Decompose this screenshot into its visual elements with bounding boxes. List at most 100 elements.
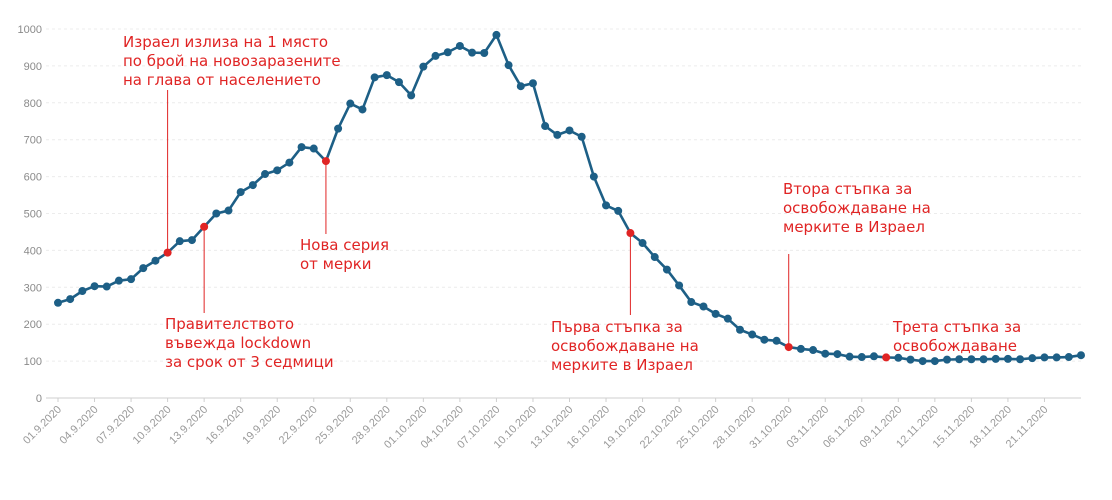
data-point xyxy=(821,349,830,358)
x-tick-label: 16.9.2020 xyxy=(204,404,247,447)
data-point xyxy=(443,48,452,57)
data-point xyxy=(565,126,574,135)
annotation-leader-lines xyxy=(167,90,790,348)
data-point xyxy=(857,353,866,362)
data-point xyxy=(687,298,696,307)
data-point xyxy=(675,281,684,290)
y-tick-label: 400 xyxy=(24,245,42,257)
x-tick-label: 07.9.2020 xyxy=(94,404,137,447)
annotation-line: освобождаване на xyxy=(551,337,699,355)
data-point xyxy=(918,357,927,366)
data-point xyxy=(419,62,428,71)
x-axis: 01.9.202004.9.202007.9.202010.9.202013.9… xyxy=(21,398,1051,451)
data-point xyxy=(480,48,489,57)
data-point xyxy=(468,48,477,57)
annotation-second-step: Втора стъпка за освобождаване на мерките… xyxy=(783,180,931,237)
data-point xyxy=(967,355,976,364)
data-point xyxy=(955,355,964,364)
data-point xyxy=(869,352,878,361)
y-tick-label: 1000 xyxy=(18,24,42,36)
data-point xyxy=(224,206,233,215)
x-tick-label: 13.9.2020 xyxy=(167,404,210,447)
annotation-line: Правителството xyxy=(165,315,295,333)
data-point xyxy=(504,61,513,70)
data-point xyxy=(212,209,221,218)
data-point xyxy=(1028,354,1037,363)
data-points xyxy=(54,30,1085,366)
y-tick-label: 200 xyxy=(24,319,42,331)
y-axis: 0 100 200 300 400 500 600 700 800 900 1000 xyxy=(18,24,42,405)
y-tick-label: 600 xyxy=(24,172,42,184)
highlight-point xyxy=(784,343,793,352)
data-point xyxy=(711,309,720,318)
annotation-line: от мерки xyxy=(300,255,372,273)
data-point xyxy=(809,346,818,355)
annotation-line: на глава от населението xyxy=(123,71,321,89)
data-point xyxy=(748,330,757,339)
data-point xyxy=(589,172,598,181)
data-point xyxy=(175,237,184,246)
data-point xyxy=(1016,355,1025,364)
y-tick-label: 300 xyxy=(24,282,42,294)
x-tick-label: 19.9.2020 xyxy=(240,404,283,447)
annotation-line: по брой на новозаразените xyxy=(123,52,341,70)
data-point xyxy=(358,105,367,114)
data-point xyxy=(334,124,343,133)
x-tick-label: 22.9.2020 xyxy=(277,404,320,447)
data-point xyxy=(528,79,537,88)
y-tick-label: 900 xyxy=(24,61,42,73)
data-point xyxy=(930,357,939,366)
data-point xyxy=(1003,354,1012,363)
data-point xyxy=(309,144,318,153)
data-point xyxy=(979,355,988,364)
y-tick-label: 700 xyxy=(24,135,42,147)
data-point xyxy=(187,236,196,245)
y-tick-label: 100 xyxy=(24,356,42,368)
annotation-lockdown: Правителството въвежда lockdown за срок … xyxy=(165,315,334,372)
annotation-first-step: Първа стъпка за освобождаване на мерките… xyxy=(551,318,699,375)
annotation-third-step: Трета стъпка за освобождаване xyxy=(893,318,1021,356)
data-point xyxy=(845,352,854,361)
data-point xyxy=(516,82,525,91)
data-point xyxy=(66,295,75,304)
y-tick-label: 0 xyxy=(36,393,42,405)
x-tick-label: 04.9.2020 xyxy=(58,404,101,447)
data-point xyxy=(602,201,611,210)
data-point xyxy=(1077,351,1085,360)
annotation-line: Трета стъпка за xyxy=(893,318,1022,336)
data-point xyxy=(553,130,562,139)
data-point xyxy=(102,282,111,291)
annotation-line: за срок от 3 седмици xyxy=(165,353,334,371)
data-point xyxy=(285,158,294,167)
data-point xyxy=(723,314,732,323)
data-point xyxy=(90,282,99,291)
data-point xyxy=(431,51,440,60)
annotation-line: мерките в Израел xyxy=(551,356,693,374)
data-point xyxy=(273,166,282,175)
data-point xyxy=(382,71,391,80)
data-point xyxy=(736,325,744,334)
data-point xyxy=(139,264,148,273)
data-point xyxy=(346,99,355,108)
data-point xyxy=(248,181,257,190)
data-point xyxy=(833,350,842,359)
data-point xyxy=(541,122,550,131)
highlight-point xyxy=(626,229,635,238)
data-point xyxy=(760,335,769,344)
annotation-line: Втора стъпка за xyxy=(783,180,913,198)
data-point xyxy=(151,256,160,265)
data-point xyxy=(638,239,647,248)
data-point xyxy=(772,336,781,345)
y-tick-label: 800 xyxy=(24,98,42,110)
data-point xyxy=(906,355,915,364)
data-point xyxy=(577,132,586,141)
annotation-line: Първа стъпка за xyxy=(551,318,683,336)
data-point xyxy=(114,276,123,285)
annotation-israel-first-place: Израел излиза на 1 място по брой на ново… xyxy=(123,33,341,90)
data-point xyxy=(54,298,62,307)
y-tick-label: 500 xyxy=(24,209,42,221)
highlight-point xyxy=(200,222,209,231)
highlight-point xyxy=(321,157,330,166)
data-point xyxy=(1040,353,1049,362)
